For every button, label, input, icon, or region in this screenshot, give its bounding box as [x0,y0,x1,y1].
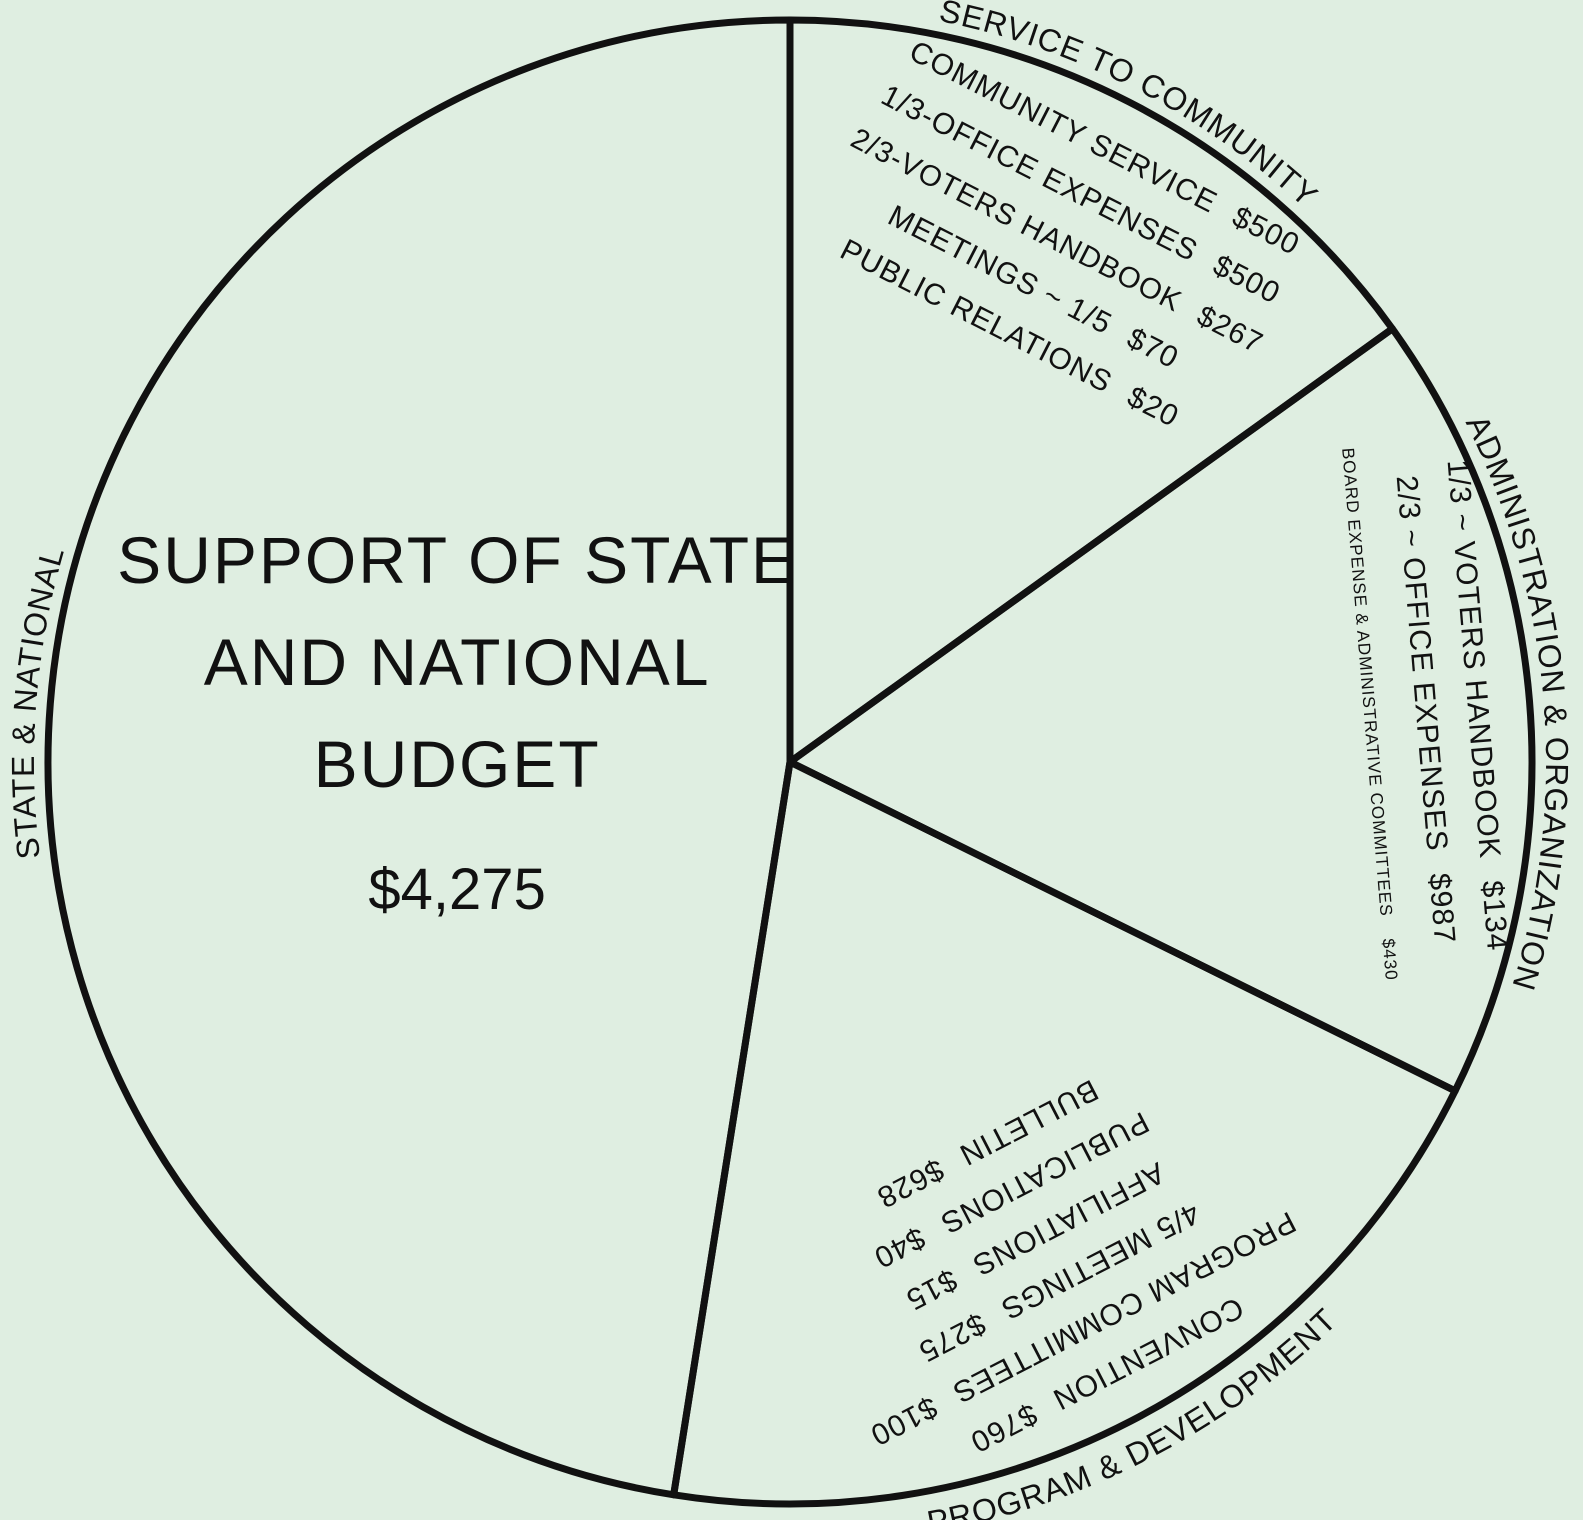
value-label: $4,275 [368,856,545,923]
chart: SERVICE TO COMMUNITYCOMMUNITY SERVICE$50… [0,0,1583,1520]
item-label: SUPPORT OF STATE AND NATIONAL BUDGET [117,509,797,816]
value-label: $430 [1379,938,1402,982]
slice-label: SUPPORT OF STATE AND NATIONAL BUDGET $4,2… [117,406,797,1026]
value-label: $987 [1422,872,1461,945]
value-label: $134 [1475,879,1514,952]
page: SERVICE TO COMMUNITYCOMMUNITY SERVICE$50… [0,0,1583,1520]
slice-label-box: SUPPORT OF STATE AND NATIONAL BUDGET $4,2… [117,406,797,1026]
